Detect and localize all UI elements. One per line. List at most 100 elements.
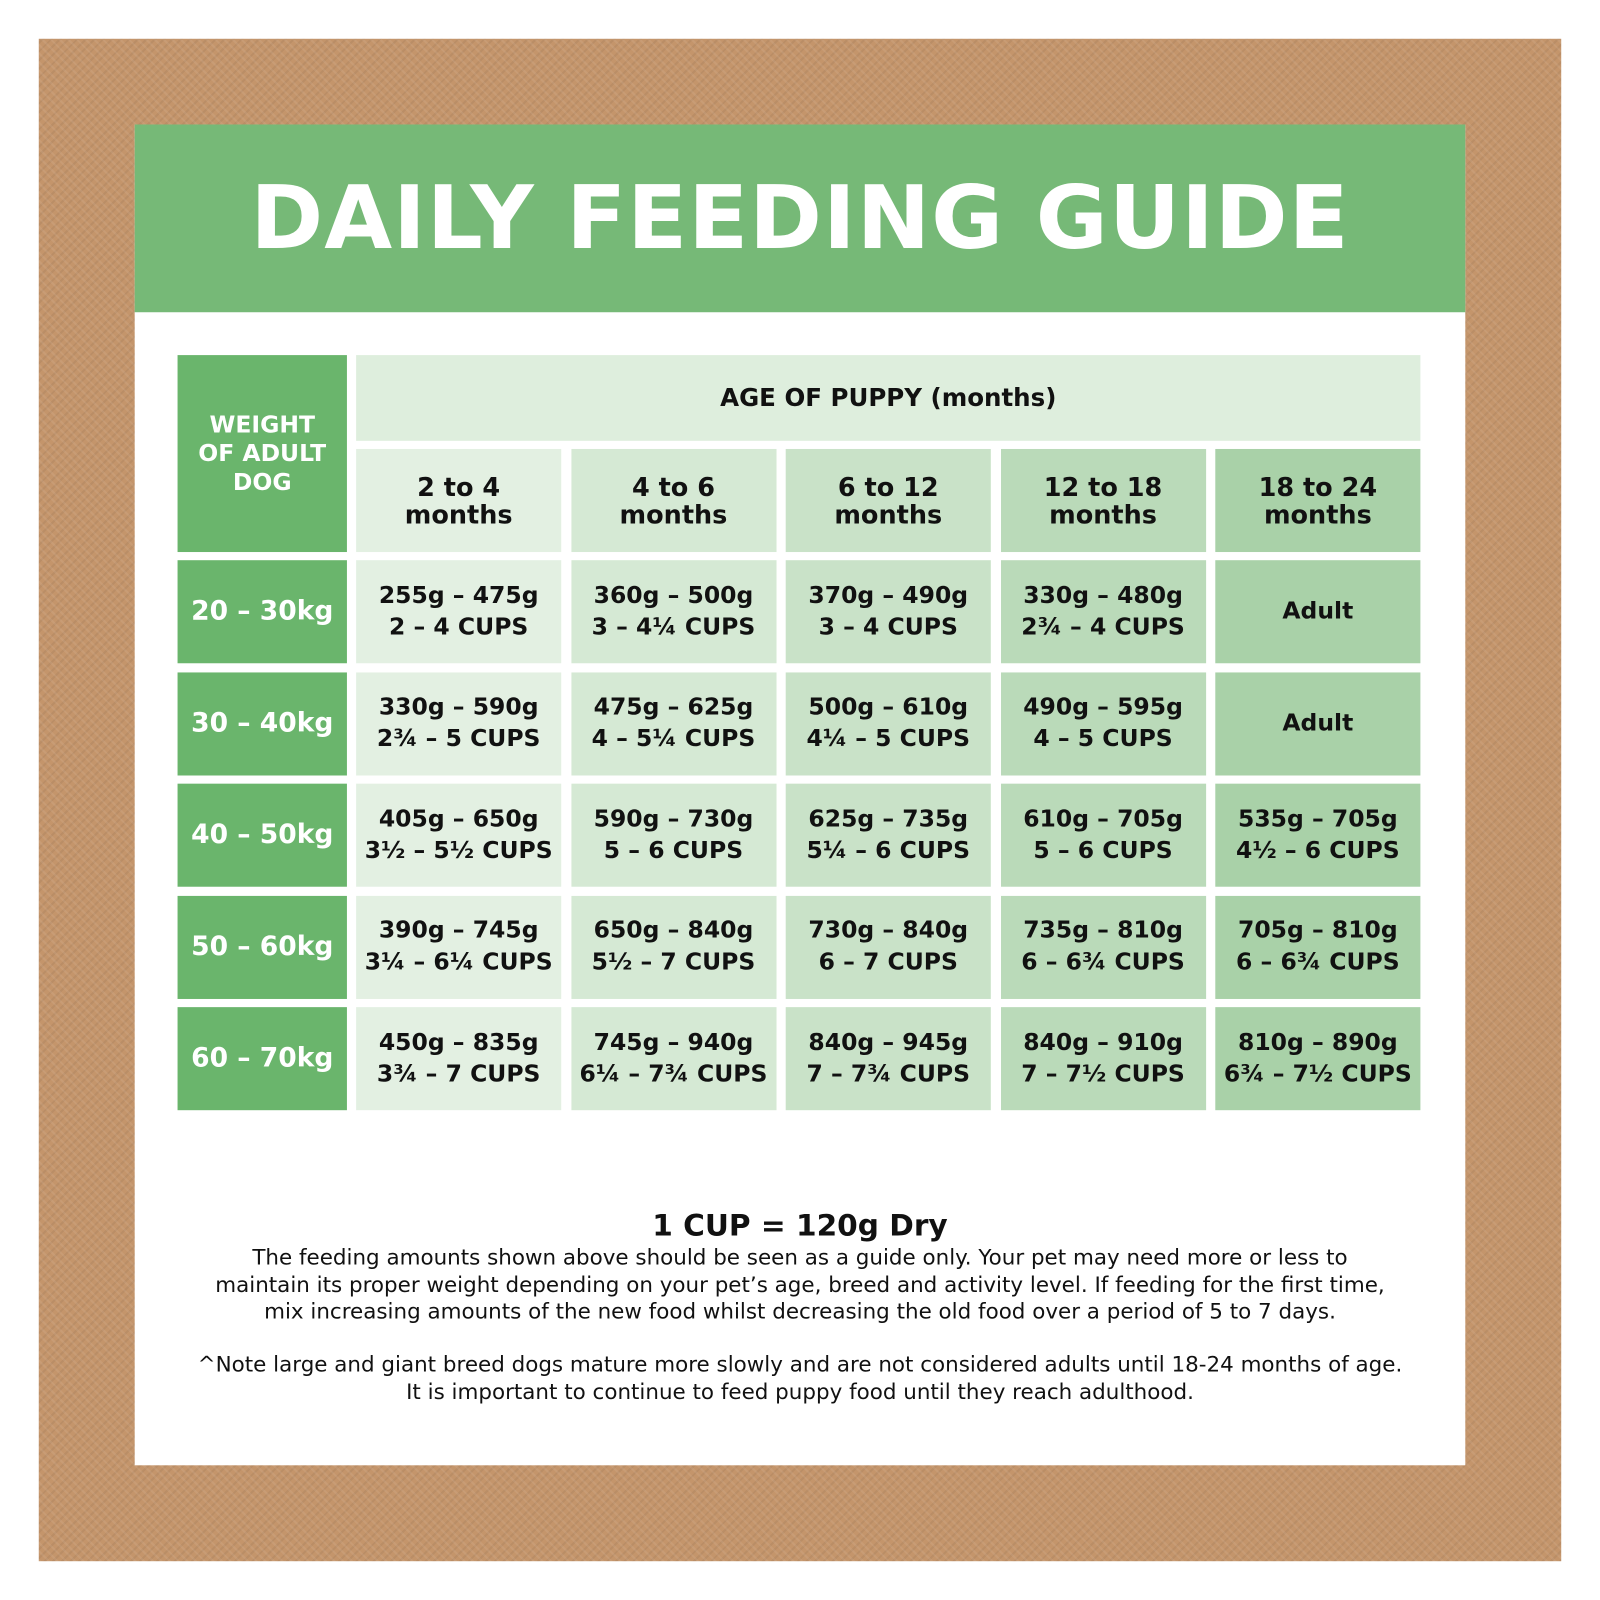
table-cell: 500g – 610g 4¼ – 5 CUPS (785, 671, 991, 775)
cell-line: 5¼ – 6 CUPS (806, 837, 971, 864)
table-cell: 255g – 475g 2 – 4 CUPS (356, 560, 562, 664)
cell-line: 360g – 500g (593, 582, 754, 609)
column-header: 4 to 6 months (570, 448, 777, 553)
column-header-line: months (834, 499, 943, 530)
column-header-line: 4 to 6 (631, 471, 715, 502)
column-header: 12 to 18 months (1000, 448, 1206, 553)
cell-line: Adult (1282, 597, 1354, 625)
column-header: 18 to 24 months (1215, 448, 1421, 553)
cell-line: 590g – 730g (593, 805, 754, 833)
cell-line: 405g – 650g (378, 805, 539, 833)
cell-line: 3¼ – 6¼ CUPS (364, 948, 553, 976)
table-cell: 370g – 490g 3 – 4 CUPS (785, 560, 991, 664)
cell-line: 6¼ – 7¾ CUPS (579, 1060, 768, 1088)
cell-line: 330g – 480g (1023, 582, 1183, 609)
cell-line: 610g – 705g (1023, 805, 1183, 833)
cell-line: 2¾ – 5 CUPS (376, 725, 541, 753)
note-line: It is important to continue to feed pupp… (406, 1379, 1194, 1404)
cell-line: 4 – 5 CUPS (1033, 725, 1173, 753)
cell-line: 5 – 6 CUPS (603, 837, 744, 864)
cell-line: 810g – 890g (1238, 1029, 1398, 1056)
table-cell: 650g – 840g 5½ – 7 CUPS (570, 895, 777, 999)
cell-line: 3½ – 5½ CUPS (364, 837, 553, 864)
paragraph-line: The feeding amounts shown above should b… (252, 1244, 1348, 1270)
cell-line: 6 – 6¾ CUPS (1236, 948, 1400, 976)
row-header: 20 – 30kg (177, 560, 347, 664)
table-cell: 610g – 705g 5 – 6 CUPS (1000, 783, 1206, 887)
cell-line: 735g – 810g (1023, 917, 1183, 944)
column-header-line: 2 to 4 (417, 471, 501, 502)
table-cell: 535g – 705g 4½ – 6 CUPS (1215, 783, 1421, 887)
cell-line: 255g – 475g (378, 582, 539, 609)
cell-line: 5 – 6 CUPS (1033, 837, 1173, 864)
table-cell: 490g – 595g 4 – 5 CUPS (1000, 671, 1206, 775)
cell-line: 2¾ – 4 CUPS (1021, 613, 1185, 641)
cell-line: 330g – 590g (378, 693, 539, 721)
paragraph-line: mix increasing amounts of the new food w… (264, 1298, 1336, 1324)
group-header: AGE OF PUPPY (months) (356, 355, 1421, 441)
cell-line: 650g – 840g (593, 917, 754, 944)
column-header-line: 18 to 24 (1258, 471, 1378, 502)
cell-line: 730g – 840g (808, 917, 969, 944)
table-cell: 745g – 940g 6¼ – 7¾ CUPS (570, 1007, 777, 1111)
table-cell: 405g – 650g 3½ – 5½ CUPS (356, 783, 562, 887)
cell-line: 4½ – 6 CUPS (1236, 837, 1400, 864)
cell-line: 6¾ – 7½ CUPS (1223, 1060, 1412, 1088)
table-cell: 590g – 730g 5 – 6 CUPS (570, 783, 777, 887)
note: ^Note large and giant breed dogs mature … (135, 1351, 1466, 1405)
cell-line: 2 – 4 CUPS (389, 613, 529, 641)
cell-line: 3¾ – 7 CUPS (376, 1060, 541, 1088)
cell-line: 500g – 610g (808, 693, 969, 721)
cell-line: 475g – 625g (593, 693, 754, 721)
cell-line: 7 – 7½ CUPS (1021, 1060, 1185, 1088)
table-cell: 840g – 910g 7 – 7½ CUPS (1000, 1007, 1206, 1111)
table-cell: 450g – 835g 3¾ – 7 CUPS (356, 1007, 562, 1111)
table-cell: 475g – 625g 4 – 5¼ CUPS (570, 671, 777, 775)
cell-line: 840g – 945g (808, 1029, 969, 1056)
cell-line: 3 – 4 CUPS (818, 613, 958, 641)
corner-line: OF ADULT (198, 440, 327, 467)
table-cell: 705g – 810g 6 – 6¾ CUPS (1215, 895, 1421, 999)
column-header-line: months (1263, 499, 1372, 530)
cell-line: 5½ – 7 CUPS (591, 948, 756, 976)
cell-line: 3 – 4¼ CUPS (591, 613, 756, 641)
table-cell: 840g – 945g 7 – 7¾ CUPS (785, 1007, 991, 1111)
cell-line: 4¼ – 5 CUPS (806, 725, 971, 753)
cell-line: 390g – 745g (378, 917, 539, 944)
cell-line: 840g – 910g (1023, 1029, 1183, 1056)
table-cell: 330g – 590g 2¾ – 5 CUPS (356, 671, 562, 775)
cell-line: 490g – 595g (1023, 693, 1183, 721)
table-cell: 330g – 480g 2¾ – 4 CUPS (1000, 560, 1206, 664)
table-cell: Adult (1215, 560, 1421, 664)
table-cell: 735g – 810g 6 – 6¾ CUPS (1000, 895, 1206, 999)
column-header: 2 to 4 months (356, 448, 562, 553)
table-cell: 390g – 745g 3¼ – 6¼ CUPS (356, 895, 562, 999)
note-line: ^Note large and giant breed dogs mature … (197, 1352, 1403, 1377)
column-header-line: months (1049, 499, 1157, 530)
column-header-line: months (404, 499, 513, 530)
cell-line: Adult (1282, 709, 1354, 737)
cell-line: 705g – 810g (1238, 917, 1398, 944)
table-cell: 810g – 890g 6¾ – 7½ CUPS (1215, 1007, 1421, 1111)
table-cell: 730g – 840g 6 – 7 CUPS (785, 895, 991, 999)
cell-line: 7 – 7¾ CUPS (806, 1060, 971, 1088)
title: DAILY FEEDING GUIDE (134, 124, 1466, 313)
column-header-line: months (619, 499, 728, 530)
paragraph: The feeding amounts shown above should b… (135, 1244, 1466, 1325)
column-header-line: 6 to 12 (837, 471, 939, 502)
table-cell: 625g – 735g 5¼ – 6 CUPS (785, 783, 991, 887)
row-header: 40 – 50kg (177, 783, 347, 887)
cell-line: 370g – 490g (808, 582, 969, 609)
cell-line: 745g – 940g (593, 1029, 754, 1056)
row-header: 50 – 60kg (177, 895, 347, 999)
corner-line: DOG (232, 468, 292, 496)
table-cell: 360g – 500g 3 – 4¼ CUPS (570, 560, 777, 664)
column-header: 6 to 12 months (785, 448, 991, 553)
paragraph-line: maintain its proper weight depending on … (215, 1271, 1385, 1297)
corner-header: WEIGHT OF ADULT DOG (177, 355, 347, 553)
cell-line: 6 – 7 CUPS (818, 948, 958, 976)
column-header-line: 12 to 18 (1043, 471, 1163, 502)
cell-line: 535g – 705g (1238, 805, 1398, 833)
